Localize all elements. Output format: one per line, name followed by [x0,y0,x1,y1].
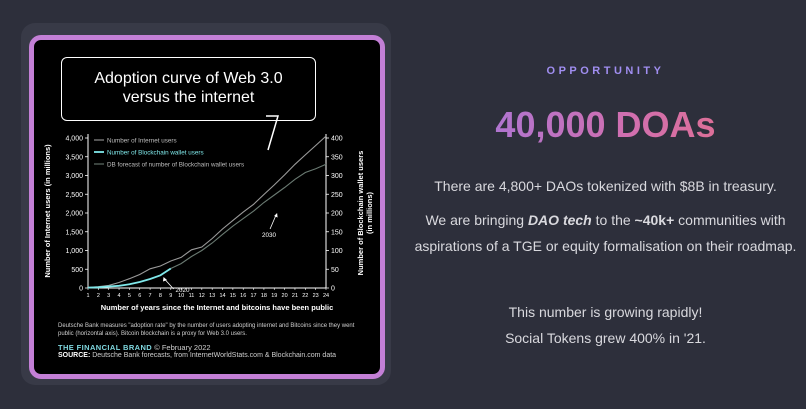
y2-axis-title-line-1: Number of Blockchain wallet users [356,151,365,276]
annotation-arrowhead-2020 [163,277,167,282]
legend-label-2: Number of Blockchain wallet users [107,150,204,157]
source-label: SOURCE: [58,352,91,359]
annotation-arrowhead-2030 [274,213,278,218]
y2-axis-title-line-2: (in millions) [365,191,374,234]
x-tick-label: 11 [189,293,195,299]
paragraph-dao-count: There are 4,800+ DAOs tokenized with $8B… [434,178,777,194]
bubble-tail [266,115,280,151]
chart-note: Deutsche Bank measures "adoption rate" b… [58,323,355,337]
y-axis-title: Number of Internet users (in millions) [43,144,52,278]
left-tick-label: 3,000 [65,173,83,180]
section-eyebrow: OPPORTUNITY [546,65,665,77]
x-tick-label: 2 [97,293,100,299]
x-tick-label: 14 [219,293,225,299]
p2-text-e: communities with aspirations of a TGE or… [414,212,797,254]
left-tick-label: 2,000 [65,211,83,218]
x-tick-label: 20 [282,293,288,299]
x-tick-label: 12 [199,293,205,299]
chart-title-bubble: Adoption curve of Web 3.0 versus the int… [61,57,316,121]
right-tick-label: 400 [331,136,343,143]
p2-text-c: to the [591,212,635,228]
left-tick-label: 4,000 [65,136,83,143]
x-tick-label: 9 [169,293,172,299]
x-tick-label: 17 [251,293,257,299]
series-line-3 [170,163,327,269]
annotation-arrow-2020 [164,278,174,290]
x-tick-label: 8 [159,293,162,299]
x-tick-label: 15 [230,293,236,299]
x-axis-title: Number of years since the Internet and b… [101,303,334,312]
chart-brand: THE FINANCIAL BRAND © February 2022 [58,343,211,352]
series-line-2 [87,267,172,289]
brand-date: © February 2022 [154,343,211,352]
opportunity-panel: OPPORTUNITY 40,000 DOAs There are 4,800+… [405,0,806,409]
annotation-arrow-2030 [269,214,277,230]
legend-label-3: DB forecast of number of Blockchain wall… [107,162,244,169]
paragraph-dao-tech: We are bringing DAO tech to the ~40k+ co… [405,207,806,259]
x-tick-label: 23 [313,293,319,299]
left-tick-label: 500 [71,267,83,274]
chart-card: 0 500 1,000 1,500 2,000 2,500 3,000 3,500 4,000 0… [29,35,385,379]
adoption-chart: 0 500 1,000 1,500 2,000 2,500 3,000 3,500 4,000 0… [43,115,374,312]
right-tick-label: 50 [331,267,339,274]
right-tick-label: 100 [331,248,343,255]
x-tick-label: 4 [118,293,121,299]
x-tick-label: 13 [209,293,215,299]
right-tick-label: 350 [331,154,343,161]
x-tick-label: 7 [149,293,152,299]
headline: 40,000 DOAs [405,104,806,146]
x-tick-label: 24 [323,293,329,299]
paragraph-growth: This number is growing rapidly! Social T… [405,299,806,351]
x-tick-label: 22 [302,293,308,299]
x-tick-label: 6 [138,293,141,299]
x-tick-label: 21 [292,293,298,299]
left-tick-label: 0 [79,286,83,293]
right-tick-label: 250 [331,192,343,199]
x-tick-label: 3 [107,293,110,299]
chart-title-line-1: Adoption curve of Web 3.0 [94,70,283,87]
annotation-label-2030: 2030 [262,232,277,239]
right-tick-label: 200 [331,211,343,218]
chart-title-line-2: versus the internet [122,89,255,106]
p2-count: ~40k+ [634,212,675,228]
right-tick-label: 300 [331,173,343,180]
brand-name: THE FINANCIAL BRAND [58,343,153,352]
source-text: Deutsche Bank forecasts, from InternetWo… [92,352,337,359]
x-tick-label: 10 [178,293,184,299]
x-tick-label: 19 [271,293,277,299]
right-tick-label: 150 [331,229,343,236]
legend-label-1: Number of Internet users [107,138,177,145]
p2-text-a: We are bringing [425,212,528,228]
annotation-label-2020: 2020 [176,287,191,294]
left-tick-label: 1,000 [65,248,83,255]
left-tick-label: 1,500 [65,229,83,236]
left-tick-label: 3,500 [65,154,83,161]
growth-line-1: This number is growing rapidly! [508,304,703,320]
series-line-1 [87,135,327,288]
right-tick-label: 0 [331,286,335,293]
x-tick-label: 5 [128,293,131,299]
x-tick-label: 18 [261,293,267,299]
x-tick-label: 1 [86,293,89,299]
p2-dao-tech: DAO tech [527,212,592,228]
growth-line-2: Social Tokens grew 400% in '21. [505,330,706,346]
left-tick-label: 2,500 [65,192,83,199]
x-tick-label: 16 [240,293,246,299]
chart-source: SOURCE: Deutsche Bank forecasts, from In… [58,352,336,359]
